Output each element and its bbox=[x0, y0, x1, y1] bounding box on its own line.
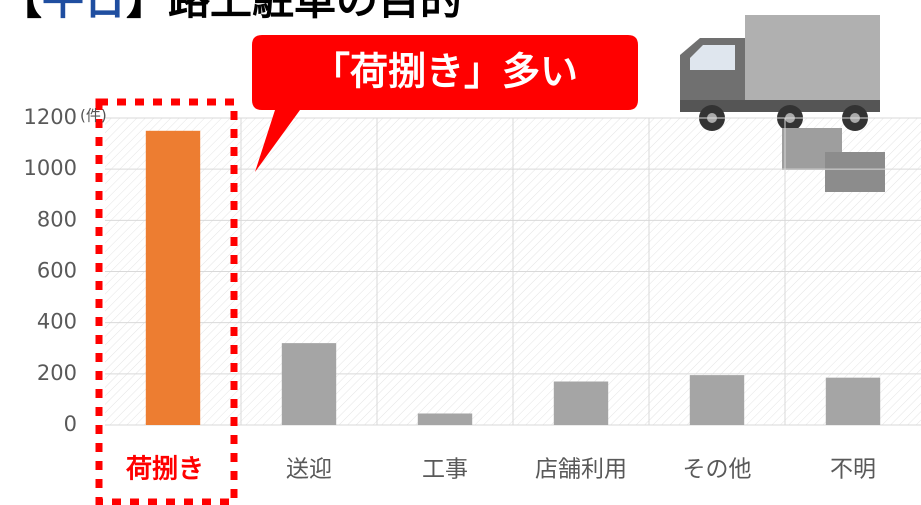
highlight-box bbox=[95, 98, 238, 505]
callout-text: 「荷捌き」多い bbox=[312, 50, 578, 94]
title-part: 平日 bbox=[42, 0, 126, 24]
bar bbox=[281, 343, 337, 425]
y-tick-label: 1000 bbox=[24, 156, 77, 180]
y-tick-label: 400 bbox=[37, 310, 77, 334]
callout: 「荷捌き」多い bbox=[252, 35, 638, 172]
y-tick-label: 600 bbox=[37, 259, 77, 283]
chart-title: 【平日】路上駐車の目的 bbox=[0, 0, 462, 24]
y-tick-label: 800 bbox=[37, 207, 77, 231]
unit-label: (件) bbox=[80, 107, 107, 125]
bar bbox=[417, 413, 473, 425]
title-part: 【 bbox=[0, 0, 42, 24]
bar bbox=[689, 375, 745, 425]
x-tick-label: 店舗利用 bbox=[535, 457, 627, 483]
bar bbox=[553, 381, 609, 425]
x-tick-label: 工事 bbox=[422, 457, 468, 483]
x-tick-label: その他 bbox=[683, 457, 752, 483]
bar bbox=[145, 130, 201, 425]
y-tick-label: 200 bbox=[37, 361, 77, 385]
bar bbox=[825, 377, 881, 425]
x-tick-label: 不明 bbox=[830, 457, 876, 483]
plot: 0 200 400 600 800 1000 1200 荷捌き 送迎 工事 店舗利用 その他 不明 bbox=[24, 105, 921, 485]
x-tick-label: 荷捌き bbox=[126, 455, 204, 485]
y-tick-label: 1200 bbox=[24, 105, 77, 129]
y-tick-label: 0 bbox=[64, 412, 77, 436]
x-tick-label: 送迎 bbox=[286, 457, 332, 483]
title-part: 】路上駐車の目的 bbox=[126, 0, 462, 24]
